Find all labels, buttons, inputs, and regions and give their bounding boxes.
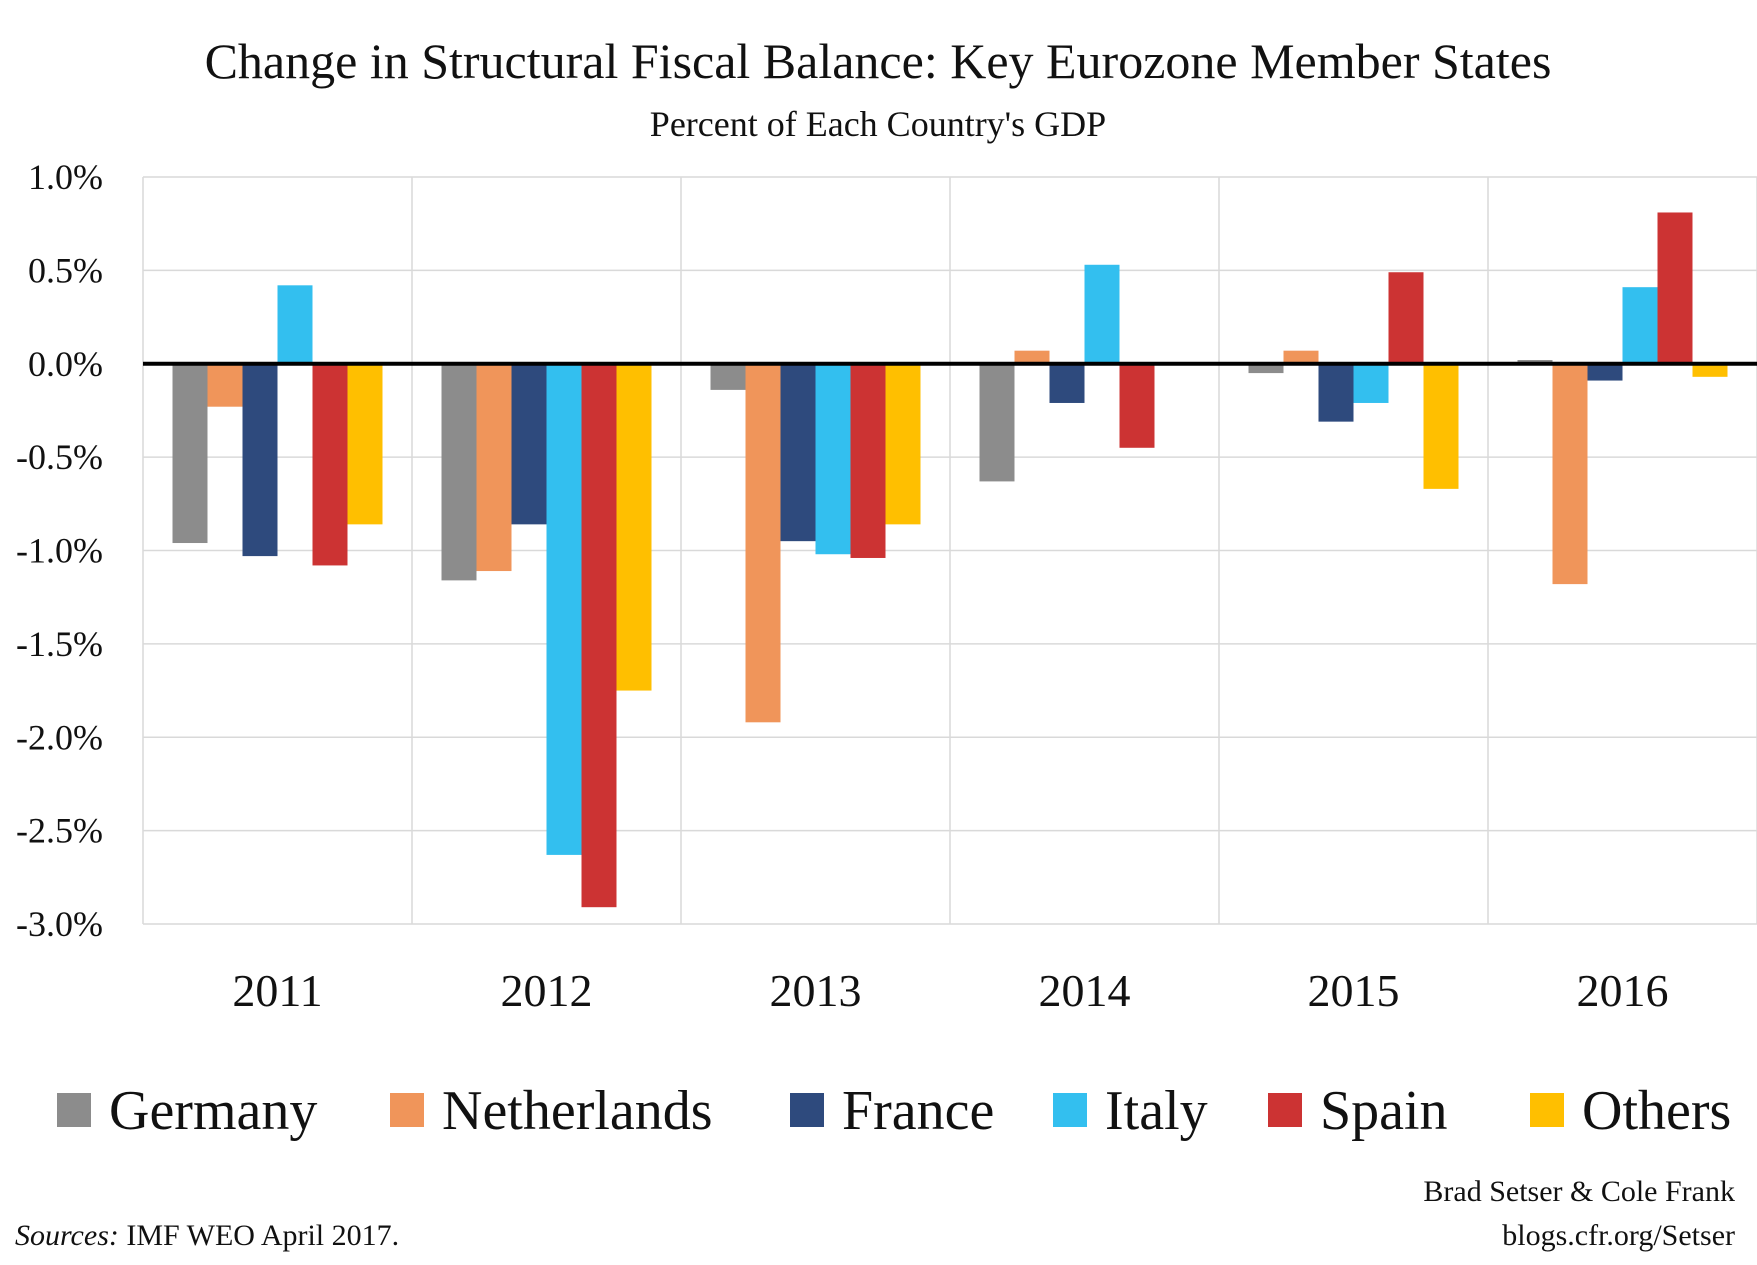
legend-label-spain: Spain [1320,1080,1448,1142]
legend-swatch-italy [1053,1093,1087,1127]
y-tick-label: -1.5% [16,624,103,664]
y-tick-label: 0.0% [28,344,103,384]
bars [172,212,1728,908]
bar-netherlands-2012 [476,363,512,572]
legend-swatch-spain [1268,1093,1302,1127]
x-tick-label: 2013 [770,965,862,1016]
bar-spain-2012 [581,363,617,908]
source-label: Sources: [15,1219,119,1252]
y-tick-label: -2.5% [16,811,103,851]
bar-spain-2013 [850,363,886,558]
bar-others-2013 [885,363,921,525]
bar-netherlands-2016 [1552,363,1588,585]
bar-italy-2012 [546,363,582,855]
chart-subtitle: Percent of Each Country's GDP [650,104,1106,144]
bar-france-2011 [242,363,278,557]
legend-swatch-france [790,1093,824,1127]
legend-swatch-netherlands [390,1093,424,1127]
bar-others-2012 [616,363,652,691]
bar-others-2015 [1423,363,1459,489]
bar-netherlands-2014 [1014,350,1050,364]
chart-title: Change in Structural Fiscal Balance: Key… [205,33,1552,89]
legend-label-germany: Germany [109,1080,317,1142]
y-tick-label: -3.0% [16,904,103,944]
bar-spain-2015 [1388,272,1424,364]
bar-others-2011 [347,363,383,525]
y-tick-label: -0.5% [16,437,103,477]
bar-germany-2014 [979,363,1015,482]
bar-netherlands-2013 [745,363,781,723]
bar-italy-2014 [1084,264,1120,364]
y-tick-label: 0.5% [28,250,103,290]
x-tick-label: 2016 [1577,965,1669,1016]
y-tick-label: 1.0% [28,157,103,197]
bar-france-2013 [780,363,816,542]
credit-site: blogs.cfr.org/Setser [1502,1219,1735,1252]
x-tick-label: 2011 [232,965,322,1016]
bar-france-2016 [1587,363,1623,381]
x-tick-label: 2015 [1308,965,1400,1016]
bar-italy-2013 [815,363,851,555]
bar-spain-2014 [1119,363,1155,448]
bar-germany-2012 [441,363,477,581]
bar-germany-2015 [1248,363,1284,374]
source-note: Sources: IMF WEO April 2017. [15,1219,399,1252]
bar-france-2012 [511,363,547,525]
credit-authors: Brad Setser & Cole Frank [1423,1175,1735,1208]
bar-spain-2016 [1657,212,1693,364]
axes: 2011 2012 2013 2014 2015 2016 [143,361,1757,1016]
bar-france-2015 [1318,363,1354,422]
bar-netherlands-2011 [207,363,243,407]
grid: 1.0% 0.5% 0.0% -0.5% -1.0% -1.5% -2.0% -2.5% -3.… [16,157,1757,944]
bar-italy-2016 [1622,287,1658,364]
x-tick-label: 2014 [1039,965,1131,1016]
bar-germany-2013 [710,363,746,390]
bar-others-2016 [1692,363,1728,377]
y-tick-label: -2.0% [16,717,103,757]
legend-label-france: France [842,1080,994,1142]
bar-italy-2011 [277,285,313,364]
bar-netherlands-2015 [1283,350,1319,364]
legend-label-italy: Italy [1105,1080,1208,1142]
legend-swatch-others [1530,1093,1564,1127]
legend-label-netherlands: Netherlands [442,1080,713,1142]
legend-label-others: Others [1582,1080,1731,1142]
bar-italy-2015 [1353,363,1389,403]
source-text: IMF WEO April 2017. [119,1219,399,1252]
legend: Germany Netherlands France Italy Spain Others [57,1080,1731,1142]
y-tick-label: -1.0% [16,531,103,571]
bar-spain-2011 [312,363,348,566]
bar-germany-2011 [172,363,208,544]
x-tick-label: 2012 [501,965,593,1016]
bar-france-2014 [1049,363,1085,403]
legend-swatch-germany [57,1093,91,1127]
